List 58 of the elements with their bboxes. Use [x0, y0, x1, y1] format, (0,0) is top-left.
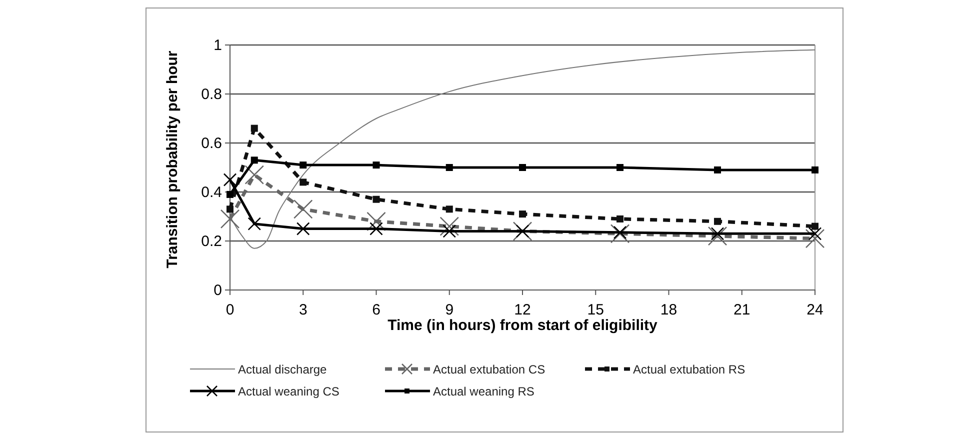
point — [714, 166, 721, 174]
legend-label: Actual weaning CS — [238, 384, 340, 398]
point — [805, 228, 825, 248]
y-axis-title: Transition probability per hour — [164, 50, 181, 268]
point — [293, 200, 313, 219]
x-tick-label: 0 — [226, 302, 234, 318]
x-tick-label: 9 — [445, 302, 454, 318]
x-tick-label: 21 — [734, 302, 750, 318]
point — [516, 224, 530, 238]
point — [366, 212, 386, 232]
legend-label: Actual weaning RS — [433, 384, 534, 398]
line-series — [230, 49, 816, 249]
point — [610, 224, 630, 244]
point — [250, 156, 258, 164]
point — [440, 216, 460, 236]
point — [808, 227, 822, 240]
point — [708, 226, 728, 246]
point — [710, 227, 724, 240]
y-tick-label: 1 — [214, 36, 222, 54]
point — [244, 165, 264, 184]
x-tick-label: 15 — [587, 302, 604, 318]
point — [812, 166, 818, 174]
point — [616, 164, 624, 171]
legend-label: Actual extubation RS — [633, 362, 746, 376]
point — [226, 190, 234, 198]
legend-label: Actual discharge — [238, 362, 328, 376]
point — [519, 164, 526, 171]
point — [370, 222, 383, 236]
point — [300, 162, 307, 169]
point — [300, 178, 307, 186]
point — [220, 209, 240, 229]
point — [248, 217, 262, 230]
point — [250, 124, 258, 132]
x-tick-label: 12 — [514, 302, 531, 318]
y-tick-label: 0.4 — [201, 184, 222, 201]
point — [223, 173, 237, 186]
point — [714, 218, 721, 225]
point — [613, 226, 627, 240]
x-tick-label: 24 — [806, 302, 824, 318]
point — [446, 206, 453, 213]
x-axis-title: Time (in hours) from start of eligibility — [388, 317, 658, 334]
point — [372, 162, 380, 169]
x-tick-label: 3 — [298, 302, 308, 318]
x-tick-label: 18 — [660, 302, 678, 318]
legend-label: Actual extubation CS — [433, 362, 546, 376]
point — [519, 210, 526, 218]
point — [296, 222, 310, 236]
y-tick-label: 0 — [214, 282, 222, 299]
y-tick-label: 0.8 — [201, 86, 222, 103]
point — [372, 196, 380, 203]
point — [616, 215, 624, 222]
y-tick-label: 0.2 — [201, 232, 222, 250]
point — [226, 206, 234, 213]
x-tick-label: 6 — [372, 302, 380, 318]
point — [812, 222, 818, 230]
y-tick-label: 0.6 — [201, 134, 222, 152]
point — [442, 224, 456, 238]
point — [446, 164, 453, 171]
